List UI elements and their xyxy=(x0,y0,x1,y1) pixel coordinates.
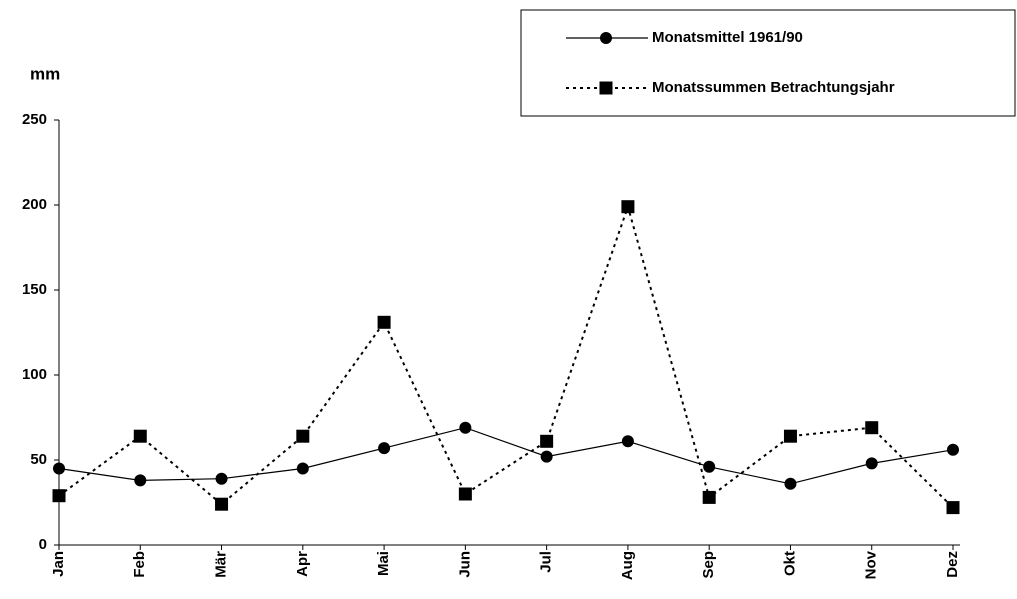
data-point xyxy=(215,472,228,485)
data-point xyxy=(865,421,879,435)
data-point xyxy=(52,489,66,503)
y-tick-label: 0 xyxy=(39,536,47,553)
data-point xyxy=(540,434,554,448)
data-point xyxy=(378,442,391,455)
x-tick-label: Nov xyxy=(863,550,880,579)
y-tick-label: 250 xyxy=(22,111,47,128)
x-tick-label: Jan xyxy=(50,551,67,577)
legend-marker xyxy=(599,81,613,95)
legend-box xyxy=(520,9,1016,117)
data-point xyxy=(621,435,634,448)
data-point xyxy=(946,501,960,515)
data-point xyxy=(296,429,310,443)
x-tick-label: Apr xyxy=(294,551,311,577)
x-tick-label: Jul xyxy=(538,551,555,573)
legend-label: Monatsmittel 1961/90 xyxy=(652,29,803,46)
data-point xyxy=(947,443,959,456)
data-point xyxy=(784,477,797,490)
data-point xyxy=(377,315,391,329)
y-tick-label: 200 xyxy=(22,196,47,213)
x-tick-label: Jun xyxy=(456,551,473,578)
series-line xyxy=(58,203,954,509)
data-point xyxy=(215,497,229,511)
data-point xyxy=(621,200,635,214)
x-tick-label: Sep xyxy=(700,551,717,579)
y-tick-label: 100 xyxy=(22,366,47,383)
y-tick-label: 150 xyxy=(22,281,47,298)
data-point xyxy=(134,474,147,487)
data-point xyxy=(53,462,65,475)
x-tick-label: Aug xyxy=(619,551,636,580)
data-point xyxy=(783,429,797,443)
data-point xyxy=(865,457,878,470)
data-point xyxy=(702,490,716,504)
x-tick-label: Okt xyxy=(781,551,798,576)
data-point xyxy=(540,450,553,463)
data-point xyxy=(703,460,716,473)
legend-label: Monatssummen Betrachtungsjahr xyxy=(652,79,895,96)
x-tick-label: Mai xyxy=(375,551,392,576)
y-axis-label: mm xyxy=(30,64,60,83)
x-tick-label: Dez xyxy=(944,551,961,578)
data-point xyxy=(296,462,309,475)
x-tick-label: Feb xyxy=(131,551,148,578)
legend-marker xyxy=(600,32,612,44)
data-point xyxy=(459,421,472,434)
x-tick-label: Mär xyxy=(213,551,230,578)
data-point xyxy=(458,487,472,501)
y-tick-label: 50 xyxy=(30,451,47,468)
data-point xyxy=(133,429,147,443)
series-line xyxy=(58,427,954,485)
